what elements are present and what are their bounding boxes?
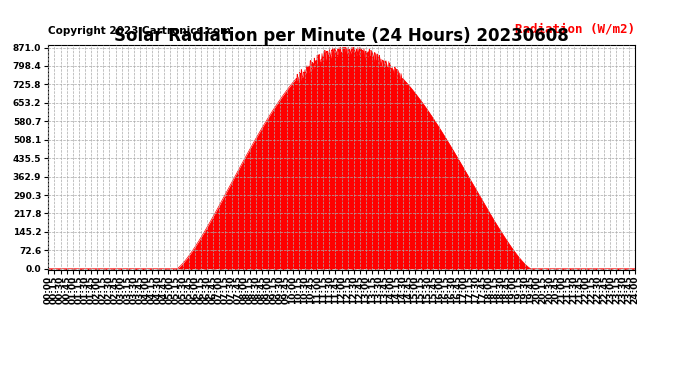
Text: Radiation (W/m2): Radiation (W/m2) — [515, 23, 635, 36]
Title: Solar Radiation per Minute (24 Hours) 20230608: Solar Radiation per Minute (24 Hours) 20… — [114, 27, 569, 45]
Text: Copyright 2023 Cartronics.com: Copyright 2023 Cartronics.com — [48, 26, 231, 36]
